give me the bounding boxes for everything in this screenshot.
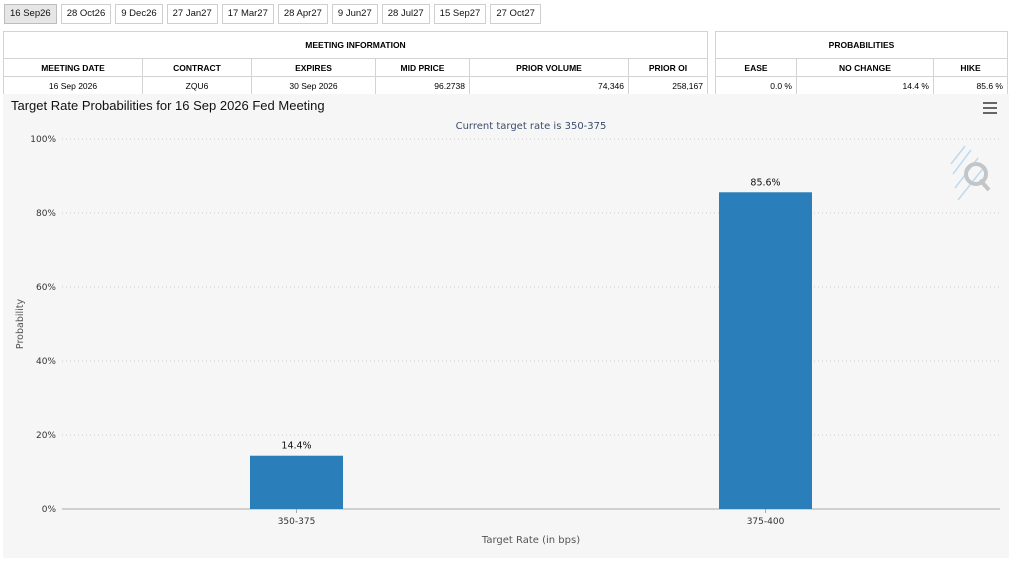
header-prior-volume: PRIOR VOLUME <box>469 58 629 77</box>
chart-title: Target Rate Probabilities for 16 Sep 202… <box>11 98 325 113</box>
cell-mid-price: 96.2738 <box>375 76 470 95</box>
x-tick-label: 375-400 <box>747 517 785 527</box>
bar-value-label: 14.4% <box>281 441 311 452</box>
header-ease: EASE <box>715 58 797 77</box>
cell-meeting-date: 16 Sep 2026 <box>3 76 143 95</box>
header-expires: EXPIRES <box>251 58 376 77</box>
meeting-information-title: MEETING INFORMATION <box>3 31 708 59</box>
meeting-tabs: 16 Sep26 28 Oct26 9 Dec26 27 Jan27 17 Mar27 2… <box>4 4 541 24</box>
cell-no-change: 14.4 % <box>796 76 934 95</box>
cell-expires: 30 Sep 2026 <box>251 76 376 95</box>
probabilities-title: PROBABILITIES <box>715 31 1008 59</box>
y-tick-label: 60% <box>36 283 56 293</box>
chart-subtitle: Current target rate is 350-375 <box>456 121 607 132</box>
header-contract: CONTRACT <box>142 58 252 77</box>
bar-value-label: 85.6% <box>750 177 780 188</box>
cell-contract: ZQU6 <box>142 76 252 95</box>
y-tick-label: 40% <box>36 357 56 367</box>
header-hike: HIKE <box>933 58 1008 77</box>
tab-meeting[interactable]: 28 Jul27 <box>381 4 430 24</box>
header-no-change: NO CHANGE <box>796 58 934 77</box>
cell-prior-volume: 74,346 <box>469 76 629 95</box>
cell-hike: 85.6 % <box>933 76 1008 95</box>
tab-meeting[interactable]: 28 Apr27 <box>277 4 328 24</box>
tab-meeting[interactable]: 17 Mar27 <box>221 4 274 24</box>
tab-meeting[interactable]: 9 Jun27 <box>331 4 378 24</box>
bar <box>250 455 343 509</box>
hamburger-menu-icon[interactable] <box>983 102 997 114</box>
x-tick-label: 350-375 <box>278 517 316 527</box>
y-axis-label: Probability <box>15 299 26 350</box>
x-axis-label: Target Rate (in bps) <box>481 535 580 546</box>
chart-plot: Current target rate is 350-375 0% 20% 40% 60… <box>15 121 1000 546</box>
probabilities-table: PROBABILITIES EASE NO CHANGE HIKE 0.0 % … <box>715 31 1008 95</box>
y-tick-label: 80% <box>36 209 56 219</box>
cell-prior-oi: 258,167 <box>628 76 708 95</box>
meeting-information-table: MEETING INFORMATION MEETING DATE CONTRAC… <box>3 31 708 95</box>
bar <box>719 192 812 509</box>
y-tick-label: 20% <box>36 431 56 441</box>
header-meeting-date: MEETING DATE <box>3 58 143 77</box>
y-tick-label: 100% <box>30 135 56 145</box>
header-prior-oi: PRIOR OI <box>628 58 708 77</box>
target-rate-chart: Target Rate Probabilities for 16 Sep 202… <box>3 94 1009 558</box>
tab-meeting[interactable]: 15 Sep27 <box>433 4 487 24</box>
q-logo-icon <box>950 145 991 201</box>
cell-ease: 0.0 % <box>715 76 797 95</box>
tab-meeting[interactable]: 27 Jan27 <box>166 4 218 24</box>
tab-meeting[interactable]: 9 Dec26 <box>115 4 163 24</box>
tab-meeting[interactable]: 28 Oct26 <box>60 4 112 24</box>
tab-meeting[interactable]: 27 Oct27 <box>490 4 541 24</box>
tab-meeting[interactable]: 16 Sep26 <box>4 4 57 24</box>
header-mid-price: MID PRICE <box>375 58 470 77</box>
y-tick-label: 0% <box>42 505 57 515</box>
